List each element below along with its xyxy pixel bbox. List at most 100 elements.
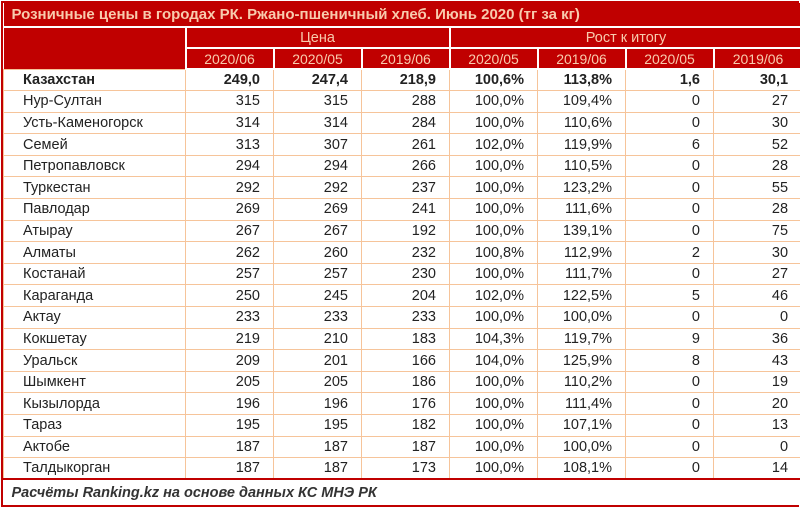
value-cell: 315	[185, 90, 274, 113]
value-cell: 13	[712, 414, 800, 437]
group-header-price: Цена	[185, 27, 451, 49]
value-cell: 314	[185, 111, 274, 135]
value-cell: 104,3%	[449, 327, 538, 351]
row-label: Талдыкорган	[3, 457, 186, 480]
row-label: Шымкент	[3, 370, 186, 394]
price-table: Розничные цены в городах РК. Ржано-пшени…	[3, 3, 800, 506]
value-cell: 36	[712, 327, 800, 351]
value-cell: 195	[273, 414, 362, 437]
value-cell: 267	[185, 219, 274, 243]
value-cell: 19	[712, 370, 800, 394]
value-cell: 125,9%	[537, 349, 626, 372]
value-cell: 0	[625, 457, 714, 480]
value-cell: 113,8%	[537, 68, 626, 92]
row-label: Павлодар	[3, 198, 186, 221]
row-label: Алматы	[3, 241, 186, 264]
corner-cell	[3, 27, 187, 69]
table-row: Тараз 195 195 182 100,0% 107,1% 0 13	[3, 414, 800, 437]
value-cell: 230	[361, 262, 450, 286]
value-cell: 314	[273, 111, 362, 135]
table-row: Шымкент 205 205 186 100,0% 110,2% 0 19	[3, 370, 800, 394]
row-label: Туркестан	[3, 176, 186, 200]
value-cell: 100,0%	[449, 306, 538, 329]
value-cell: 9	[625, 327, 714, 351]
value-cell: 210	[273, 327, 362, 351]
value-cell: 107,1%	[537, 414, 626, 437]
table-row: Семей 313 307 261 102,0% 119,9% 6 52	[3, 133, 800, 156]
value-cell: 187	[185, 457, 274, 480]
value-cell: 249,0	[185, 68, 274, 92]
value-cell: 261	[361, 133, 450, 156]
value-cell: 205	[185, 370, 274, 394]
value-cell: 269	[273, 198, 362, 221]
value-cell: 245	[273, 284, 362, 308]
value-cell: 0	[712, 435, 800, 459]
value-cell: 28	[712, 198, 800, 221]
value-cell: 122,5%	[537, 284, 626, 308]
table-title: Розничные цены в городах РК. Ржано-пшени…	[3, 3, 800, 28]
value-cell: 8	[625, 349, 714, 372]
value-cell: 46	[712, 284, 800, 308]
row-label: Петропавловск	[3, 154, 186, 178]
value-cell: 187	[273, 435, 362, 459]
value-cell: 218,9	[361, 68, 450, 92]
value-cell: 109,4%	[537, 90, 626, 113]
source-note: Расчёты Ranking.kz на основе данных КС М…	[3, 478, 800, 506]
value-cell: 0	[625, 435, 714, 459]
value-cell: 292	[273, 176, 362, 200]
value-cell: 104,0%	[449, 349, 538, 372]
table-row: Атырау 267 267 192 100,0% 139,1% 0 75	[3, 219, 800, 243]
value-cell: 260	[273, 241, 362, 264]
value-cell: 292	[185, 176, 274, 200]
value-cell: 100,6%	[449, 68, 538, 92]
value-cell: 204	[361, 284, 450, 308]
row-label: Семей	[3, 133, 186, 156]
value-cell: 27	[712, 90, 800, 113]
value-cell: 288	[361, 90, 450, 113]
table-row: Талдыкорган 187 187 173 100,0% 108,1% 0 14	[3, 457, 800, 480]
value-cell: 2	[625, 241, 714, 264]
table-row: Уральск 209 201 166 104,0% 125,9% 8 43	[3, 349, 800, 372]
value-cell: 257	[273, 262, 362, 286]
value-cell: 27	[712, 262, 800, 286]
value-cell: 237	[361, 176, 450, 200]
value-cell: 100,0%	[537, 435, 626, 459]
value-cell: 315	[273, 90, 362, 113]
table-row: Павлодар 269 269 241 100,0% 111,6% 0 28	[3, 198, 800, 221]
table-row: Нур-Султан 315 315 288 100,0% 109,4% 0 27	[3, 90, 800, 113]
table-row: Казахстан 249,0 247,4 218,9 100,6% 113,8% 1,6 3…	[3, 68, 800, 92]
value-cell: 1,6	[625, 68, 714, 92]
column-header: 2020/05	[625, 48, 715, 70]
value-cell: 28	[712, 154, 800, 178]
value-cell: 0	[625, 154, 714, 178]
value-cell: 313	[185, 133, 274, 156]
value-cell: 0	[625, 370, 714, 394]
row-label: Нур-Султан	[3, 90, 186, 113]
value-cell: 241	[361, 198, 450, 221]
value-cell: 186	[361, 370, 450, 394]
value-cell: 195	[185, 414, 274, 437]
table-row: Актау 233 233 233 100,0% 100,0% 0 0	[3, 306, 800, 329]
value-cell: 30	[712, 111, 800, 135]
table-row: Алматы 262 260 232 100,8% 112,9% 2 30	[3, 241, 800, 264]
group-header-growth: Рост к итогу	[449, 27, 800, 49]
value-cell: 232	[361, 241, 450, 264]
value-cell: 166	[361, 349, 450, 372]
value-cell: 183	[361, 327, 450, 351]
table-row: Петропавловск 294 294 266 100,0% 110,5% 0 28	[3, 154, 800, 178]
value-cell: 100,0%	[449, 154, 538, 178]
table-title-row: Розничные цены в городах РК. Ржано-пшени…	[3, 3, 800, 28]
value-cell: 100,0%	[449, 457, 538, 480]
value-cell: 110,6%	[537, 111, 626, 135]
value-cell: 14	[712, 457, 800, 480]
value-cell: 102,0%	[449, 284, 538, 308]
value-cell: 123,2%	[537, 176, 626, 200]
value-cell: 112,9%	[537, 241, 626, 264]
column-header: 2019/06	[537, 48, 627, 70]
value-cell: 111,6%	[537, 198, 626, 221]
value-cell: 173	[361, 457, 450, 480]
value-cell: 111,4%	[537, 392, 626, 415]
value-cell: 100,0%	[449, 176, 538, 200]
value-cell: 43	[712, 349, 800, 372]
value-cell: 100,0%	[449, 198, 538, 221]
